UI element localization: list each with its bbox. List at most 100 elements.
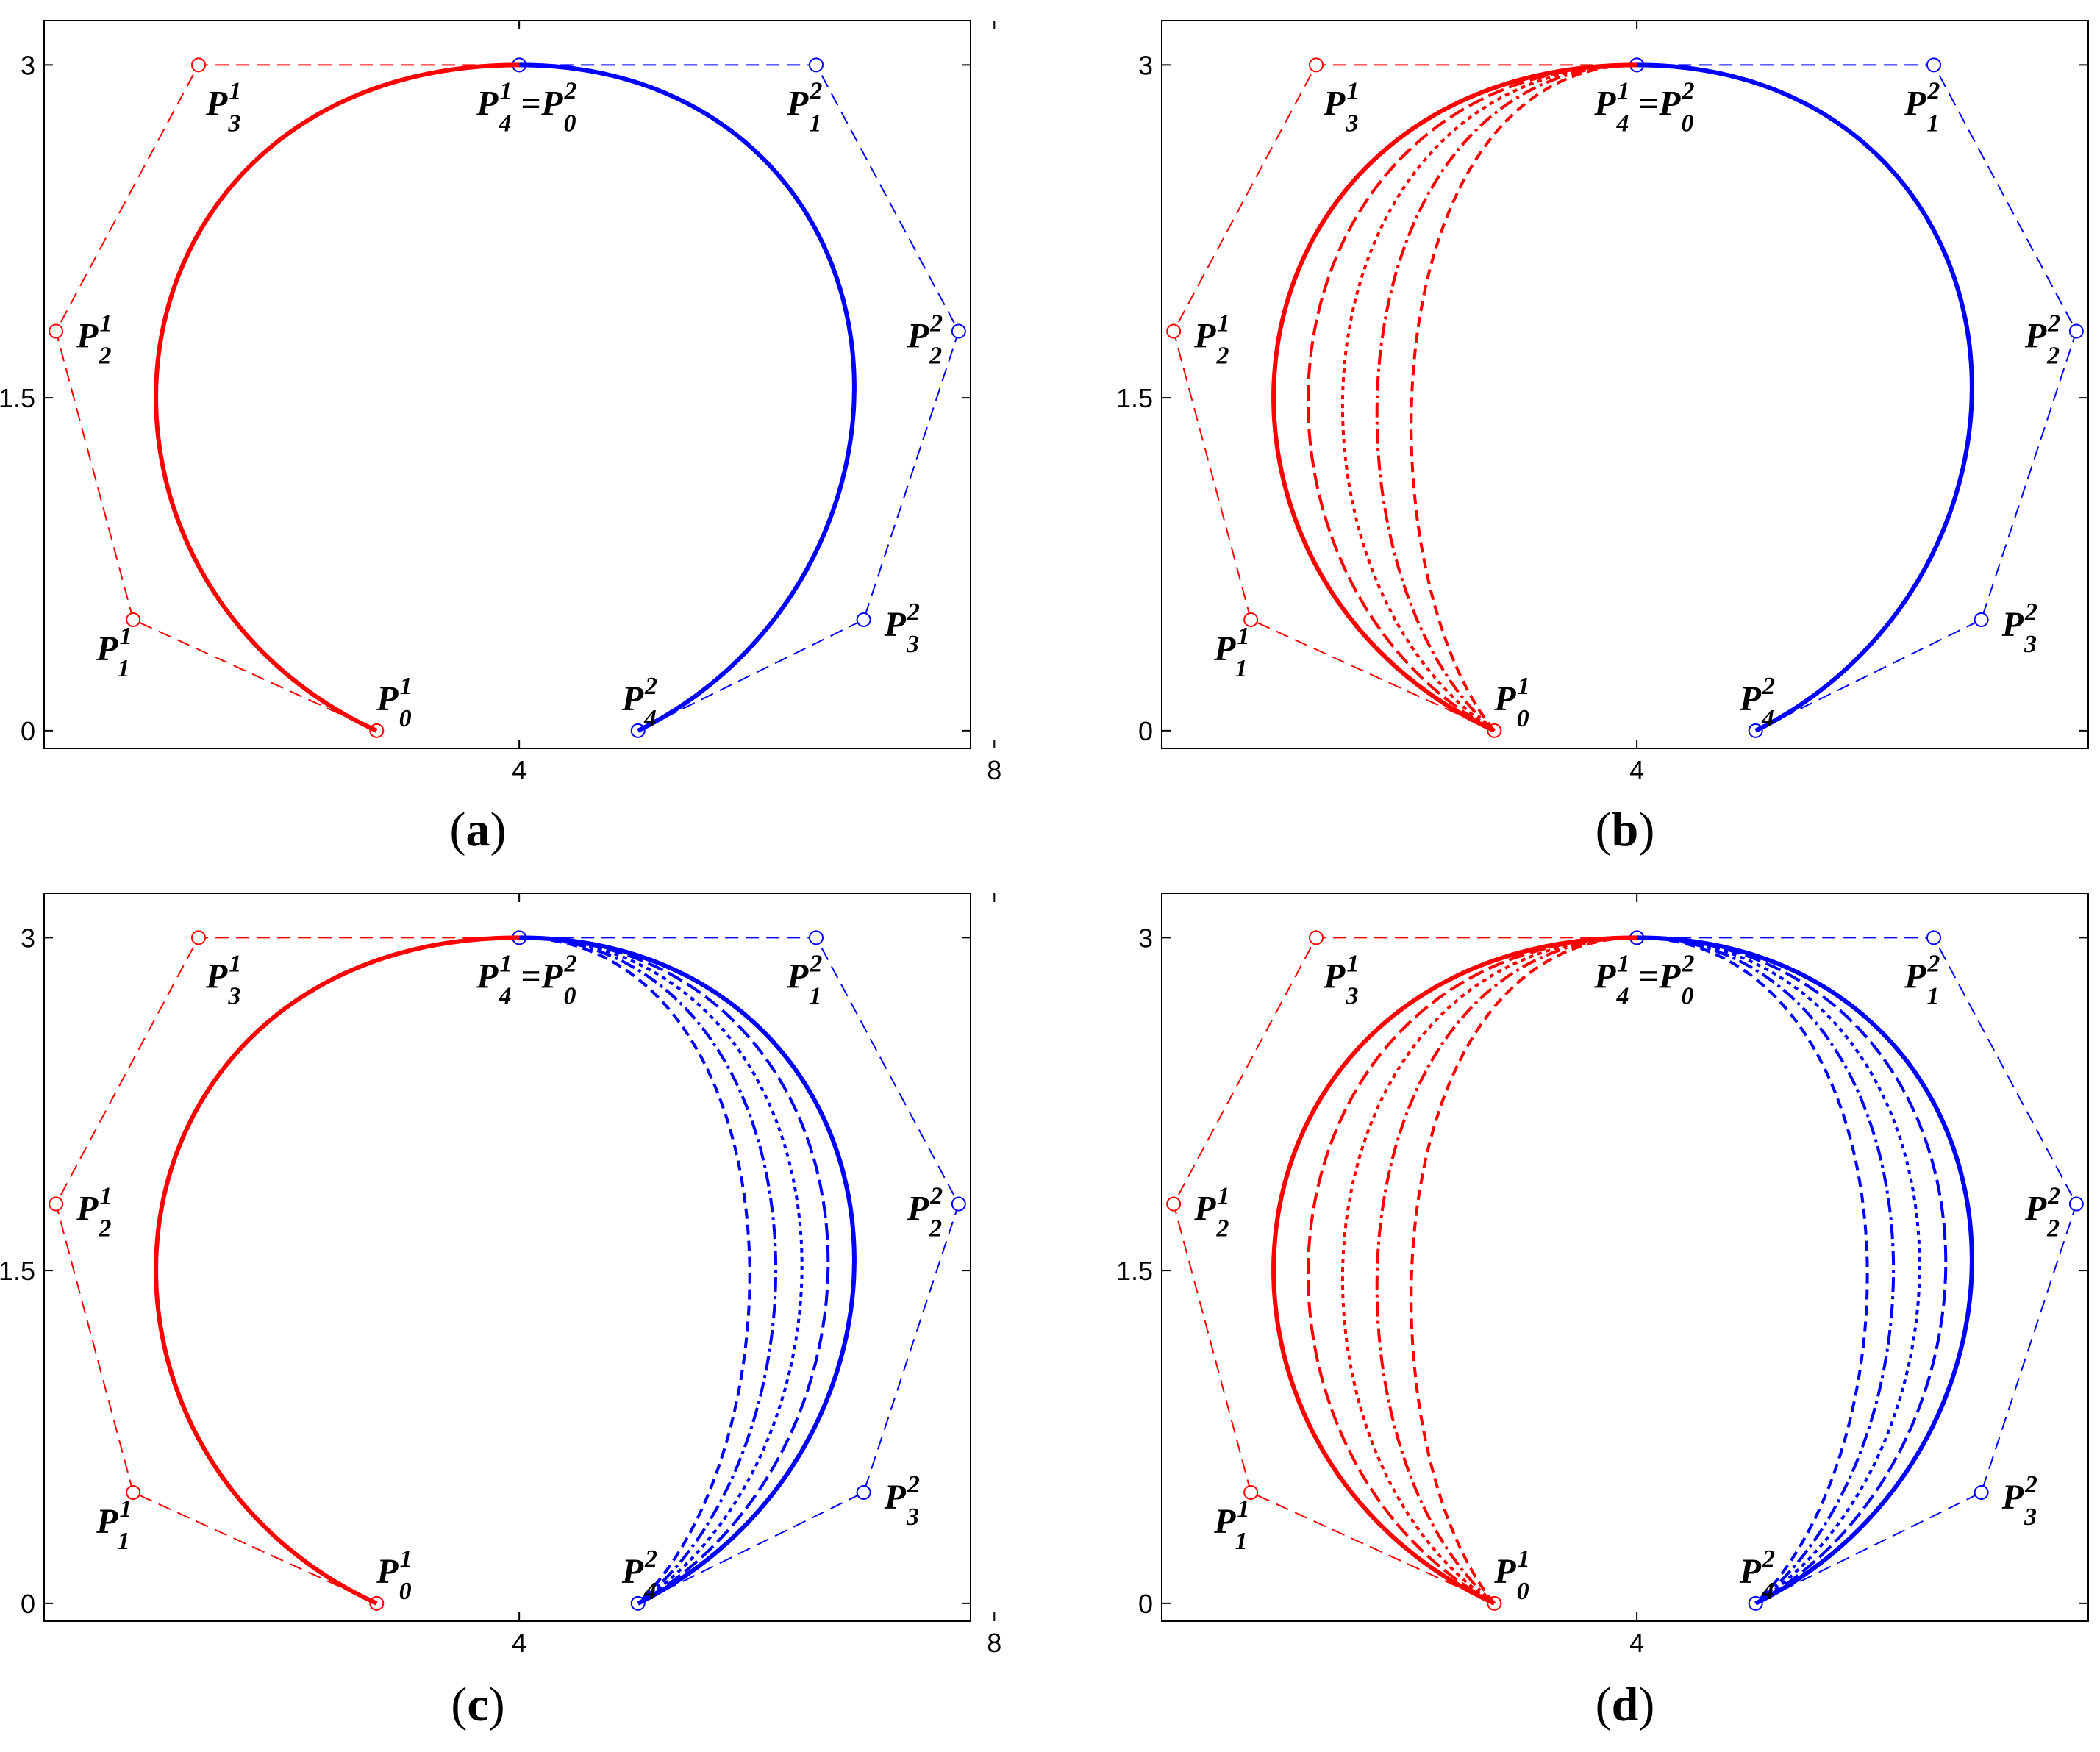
label-blue-p3: P2 3 bbox=[2001, 598, 2038, 658]
blue-control-point-3 bbox=[856, 1484, 871, 1500]
y-tick-label: 0 bbox=[1138, 716, 1153, 746]
label-blue-p1: P2 1 bbox=[786, 77, 822, 137]
blue-variation-curve-2 bbox=[519, 936, 804, 1605]
red-variation-curve-3 bbox=[1375, 936, 1638, 1605]
blue-control-point-3 bbox=[856, 612, 871, 627]
blue-bezier-curve bbox=[1637, 935, 1974, 1606]
label-red-p1: P1 1 bbox=[1213, 1495, 1248, 1555]
y-tick-label: 1.5 bbox=[1116, 1256, 1153, 1286]
label-blue-p4: P2 4 bbox=[621, 673, 657, 732]
red-variation-curve-3 bbox=[1375, 63, 1638, 732]
label-red-p2: P1 2 bbox=[76, 310, 112, 370]
x-tick-label: 8 bbox=[987, 1628, 1001, 1658]
blue-variation-curve-4 bbox=[1637, 936, 1869, 1605]
red-variation-curve-4 bbox=[1410, 936, 1638, 1605]
label-red-p0: P1 0 bbox=[1493, 673, 1529, 732]
label-joint-left: P1 4 bbox=[1593, 77, 1629, 137]
panel-a: 4 8 0 1.5 3 P1 0 P1 1 P1 2 P1 3 P2 1 P2 2 P2 3 P2 4 P1 4= P2 0 (a… bbox=[0, 20, 1001, 857]
label-red-p2: P1 2 bbox=[76, 1183, 112, 1243]
label-blue-p3: P2 3 bbox=[884, 598, 920, 658]
label-red-p3: P1 3 bbox=[205, 950, 241, 1009]
label-joint-right: P2 0 bbox=[1658, 77, 1694, 137]
y-tick-label: 3 bbox=[1138, 923, 1153, 953]
blue-variation-curve-2 bbox=[1637, 936, 1921, 1605]
x-tick-label: 4 bbox=[512, 1628, 526, 1658]
blue-control-point-2 bbox=[2068, 323, 2084, 339]
red-control-point-1 bbox=[1243, 612, 1259, 627]
red-control-point-2 bbox=[49, 1196, 64, 1212]
label-red-p0: P1 0 bbox=[1493, 1545, 1529, 1605]
y-tick-label: 0 bbox=[1138, 1589, 1153, 1619]
blue-control-point-2 bbox=[951, 1196, 966, 1212]
y-tick-label: 0 bbox=[21, 716, 35, 746]
red-variation-curve-2 bbox=[1340, 936, 1638, 1605]
blue-variation-curve-1 bbox=[519, 936, 830, 1605]
label-red-p1: P1 1 bbox=[96, 1495, 130, 1555]
red-control-point-2 bbox=[1166, 323, 1182, 339]
axes-frame bbox=[1161, 893, 2089, 1622]
panel-b: 4801.53P10P11P12P13P21P22P23P24P14=P20(b… bbox=[1116, 20, 2089, 857]
blue-control-point-1 bbox=[809, 930, 824, 945]
blue-control-point-3 bbox=[1974, 1484, 1989, 1500]
label-blue-p2: P2 2 bbox=[2024, 1183, 2060, 1243]
label-red-p2: P1 2 bbox=[1193, 1183, 1229, 1243]
label-blue-p1: P2 1 bbox=[786, 950, 822, 1009]
red-control-point-3 bbox=[1309, 930, 1324, 945]
label-red-p3: P1 3 bbox=[1323, 950, 1359, 1009]
axes-frame bbox=[1161, 20, 2089, 749]
y-tick-label: 0 bbox=[21, 1589, 35, 1619]
axes-frame bbox=[43, 893, 971, 1622]
red-bezier-curve bbox=[154, 62, 520, 733]
label-blue-p4: P2 4 bbox=[1739, 673, 1775, 732]
blue-control-point-2 bbox=[2068, 1196, 2084, 1212]
label-blue-p1: P2 1 bbox=[1904, 950, 1940, 1009]
label-joint-left: P1 4 bbox=[476, 77, 512, 137]
panel-c: 4 8 0 1.5 3 P1 0 P1 1 P1 2 P1 3 P2 1 P2 2 P2 3 P2 4 P1 4= P2 0 (c… bbox=[0, 893, 1001, 1731]
blue-variation-curve-3 bbox=[519, 936, 778, 1605]
panel-caption: (d) bbox=[1596, 1678, 1655, 1731]
label-blue-p1: P2 1 bbox=[1904, 77, 1940, 137]
label-red-p0: P1 0 bbox=[376, 1545, 412, 1605]
blue-control-point-2 bbox=[951, 323, 966, 339]
label-joint-equals: = bbox=[1638, 84, 1658, 123]
blue-bezier-curve bbox=[519, 935, 857, 1606]
y-tick-label: 3 bbox=[21, 923, 35, 953]
red-variation-curve-1 bbox=[1307, 936, 1638, 1605]
red-control-point-3 bbox=[1309, 57, 1324, 73]
panel-caption: (a) bbox=[450, 803, 507, 857]
label-blue-p2: P2 2 bbox=[907, 310, 943, 370]
red-control-point-2 bbox=[1166, 1196, 1182, 1212]
blue-bezier-curve bbox=[519, 62, 857, 733]
blue-control-point-3 bbox=[1974, 612, 1989, 627]
red-control-point-1 bbox=[126, 1484, 141, 1500]
label-joint-right: P2 0 bbox=[540, 950, 576, 1009]
blue-bezier-curve bbox=[1637, 62, 1974, 733]
label-joint-left: P1 4 bbox=[1593, 950, 1629, 1009]
y-tick-label: 1.5 bbox=[0, 1256, 35, 1286]
red-bezier-curve bbox=[1271, 62, 1638, 733]
label-joint-equals: = bbox=[521, 84, 540, 123]
blue-control-point-1 bbox=[1926, 930, 1941, 945]
panel-d: 4801.53P10P11P12P13P21P22P23P24P14=P20(d… bbox=[1116, 893, 2089, 1731]
red-control-point-1 bbox=[126, 612, 141, 627]
blue-variation-curve-3 bbox=[1637, 936, 1896, 1605]
label-blue-p4: P2 4 bbox=[621, 1545, 657, 1605]
label-joint-right: P2 0 bbox=[1658, 950, 1694, 1009]
axes-frame bbox=[43, 20, 971, 749]
panel-caption: (b) bbox=[1596, 803, 1655, 857]
label-red-p2: P1 2 bbox=[1193, 310, 1229, 370]
red-variation-curve-4 bbox=[1410, 63, 1638, 732]
x-tick-label: 4 bbox=[1629, 755, 1644, 785]
label-red-p1: P1 1 bbox=[1213, 623, 1248, 682]
label-joint-left: P1 4 bbox=[476, 950, 512, 1009]
y-tick-label: 3 bbox=[21, 50, 35, 80]
panel-caption: (c) bbox=[451, 1678, 504, 1731]
label-blue-p2: P2 2 bbox=[907, 1183, 943, 1243]
red-bezier-curve bbox=[154, 935, 520, 1606]
label-blue-p4: P2 4 bbox=[1739, 1545, 1775, 1605]
label-blue-p2: P2 2 bbox=[2024, 310, 2060, 370]
y-tick-label: 1.5 bbox=[0, 383, 35, 413]
label-red-p3: P1 3 bbox=[1323, 77, 1359, 137]
x-tick-label: 8 bbox=[987, 755, 1001, 785]
